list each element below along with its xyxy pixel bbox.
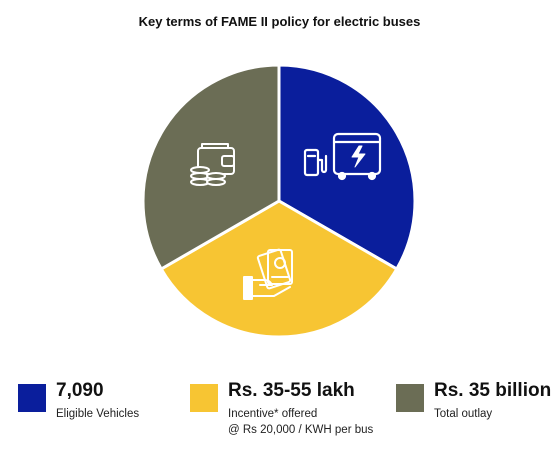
legend-description: Eligible Vehicles — [56, 408, 140, 420]
hand-holding-cash-icon — [243, 248, 293, 300]
pie-chart — [141, 63, 417, 339]
legend-swatch — [396, 384, 424, 412]
legend-description: Total outlay — [434, 408, 493, 420]
chart-title: Key terms of FAME II policy for electric… — [138, 14, 421, 29]
legend-swatch — [190, 384, 218, 412]
pie-slice-0 — [277, 63, 417, 272]
legend-value: Rs. 35 billion — [434, 380, 552, 401]
legend-note: @ Rs 20,000 / KWH per bus — [228, 424, 374, 436]
legend-value: Rs. 35-55 lakh — [228, 380, 355, 401]
legend-swatch — [18, 384, 46, 412]
wallet-coins-icon — [190, 143, 235, 186]
pie-slice-2 — [141, 63, 281, 272]
legend-description: Incentive* offered — [228, 408, 318, 420]
electric-bus-charging-icon — [303, 132, 382, 181]
legend-value: 7,090 — [56, 380, 104, 401]
